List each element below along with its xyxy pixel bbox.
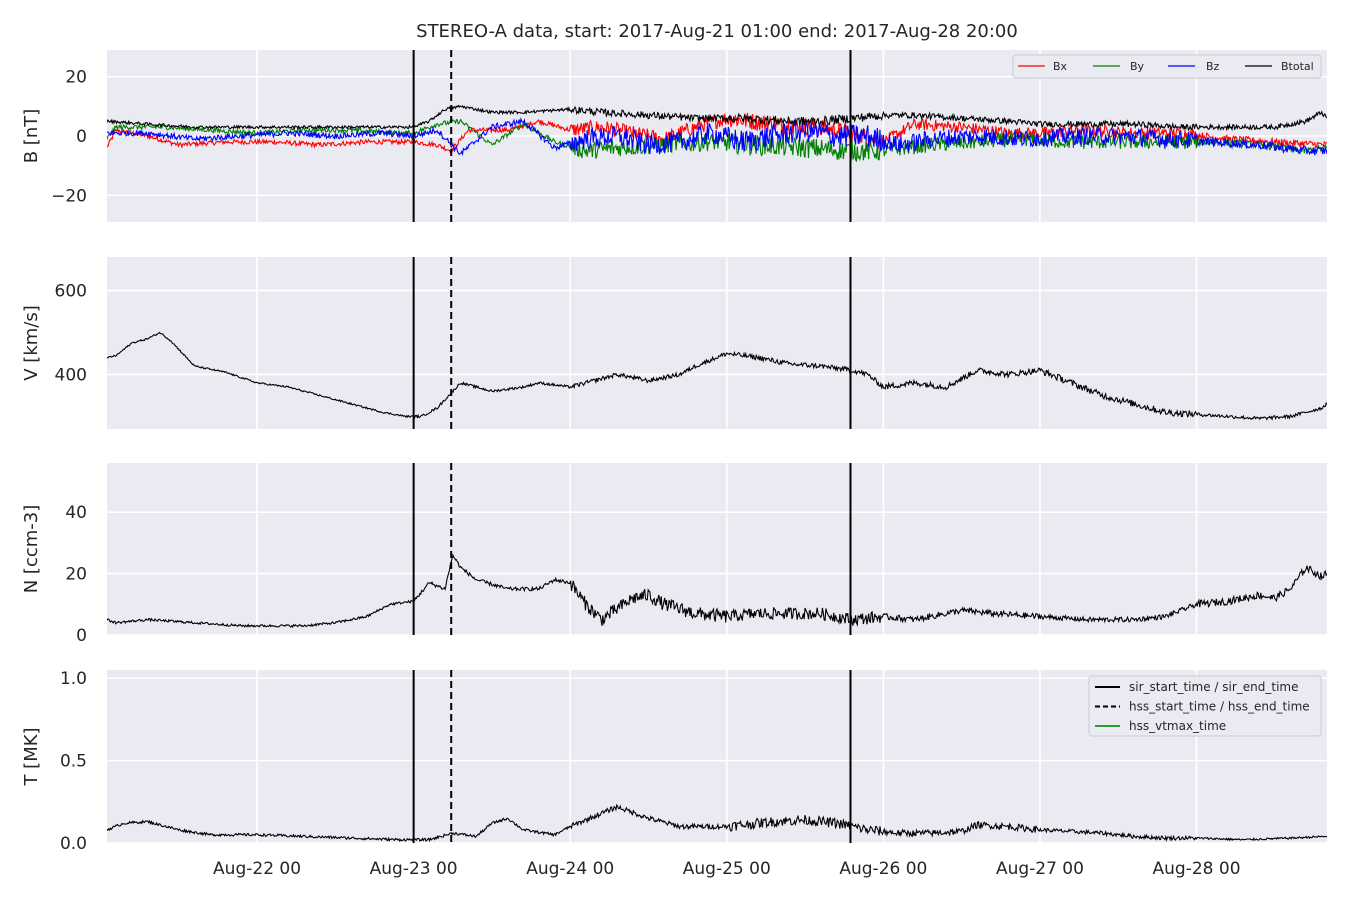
chart-title: STEREO-A data, start: 2017-Aug-21 01:00 … — [416, 21, 1018, 42]
y-tick-label: 20 — [65, 565, 87, 585]
series-Bx — [107, 112, 1327, 154]
panel-N-background — [107, 463, 1327, 635]
y-tick-label: 0.0 — [60, 834, 87, 854]
y-tick-label: 20 — [65, 68, 87, 88]
x-tick-label: Aug-27 00 — [996, 859, 1084, 879]
y-tick-label: 1.0 — [60, 669, 87, 689]
series-Bz — [107, 116, 1327, 157]
panel-N-series — [107, 553, 1327, 629]
panel-B: −20 0 20 B [nT] Bx By Bz Btotal — [21, 50, 1327, 222]
series-N — [107, 553, 1327, 629]
legend-label-Btotal: Btotal — [1281, 60, 1314, 73]
legend-B-box — [1012, 54, 1322, 79]
y-axis-label-N: N [ccm-3] — [21, 505, 42, 594]
series-T — [107, 803, 1327, 843]
legend-events: sir_start_time / sir_end_time hss_start_t… — [1088, 675, 1322, 737]
x-tick-label: Aug-22 00 — [213, 859, 301, 879]
panel-V: 400 600 V [km/s] — [21, 257, 1327, 429]
panel-V-series — [107, 331, 1327, 421]
panel-V-background — [107, 257, 1327, 429]
series-V — [107, 331, 1327, 421]
y-tick-label: 0 — [76, 626, 87, 646]
panel-N: 0 20 40 N [ccm-3] — [21, 463, 1327, 646]
y-axis-label-T: T [MK] — [21, 727, 42, 786]
legend-label-2: hss_vtmax_time — [1129, 719, 1226, 733]
legend-label-Bz: Bz — [1206, 60, 1220, 73]
x-axis: Aug-22 00 Aug-23 00 Aug-24 00 Aug-25 00 Aug-… — [213, 859, 1240, 879]
y-tick-label: 400 — [55, 365, 87, 385]
x-tick-label: Aug-25 00 — [683, 859, 771, 879]
x-tick-label: Aug-24 00 — [526, 859, 614, 879]
legend-B: Bx By Bz Btotal — [1012, 54, 1322, 79]
panel-T: 0.0 0.5 1.0 T [MK] sir_start_time / sir_end_… — [21, 669, 1327, 854]
y-tick-label: 0 — [76, 127, 87, 147]
y-tick-label: 40 — [65, 503, 87, 523]
y-axis-label-V: V [km/s] — [21, 305, 42, 380]
y-tick-label: −20 — [51, 186, 87, 206]
legend-label-0: sir_start_time / sir_end_time — [1129, 680, 1299, 694]
panel-B-series — [107, 104, 1327, 163]
series-Btotal — [107, 104, 1327, 132]
legend-label-1: hss_start_time / hss_end_time — [1129, 700, 1310, 714]
legend-label-By: By — [1130, 60, 1145, 73]
y-tick-label: 0.5 — [60, 752, 87, 772]
panels: −20 0 20 B [nT] Bx By Bz Btotal 400 600 V [km/s] 0 2… — [21, 50, 1327, 854]
x-tick-label: Aug-28 00 — [1153, 859, 1241, 879]
legend-label-Bx: Bx — [1053, 60, 1068, 73]
y-axis-label-B: B [nT] — [21, 109, 42, 164]
panel-T-series — [107, 803, 1327, 843]
y-tick-label: 600 — [55, 282, 87, 302]
x-tick-label: Aug-26 00 — [839, 859, 927, 879]
legend-events-box — [1088, 675, 1322, 737]
x-tick-label: Aug-23 00 — [370, 859, 458, 879]
